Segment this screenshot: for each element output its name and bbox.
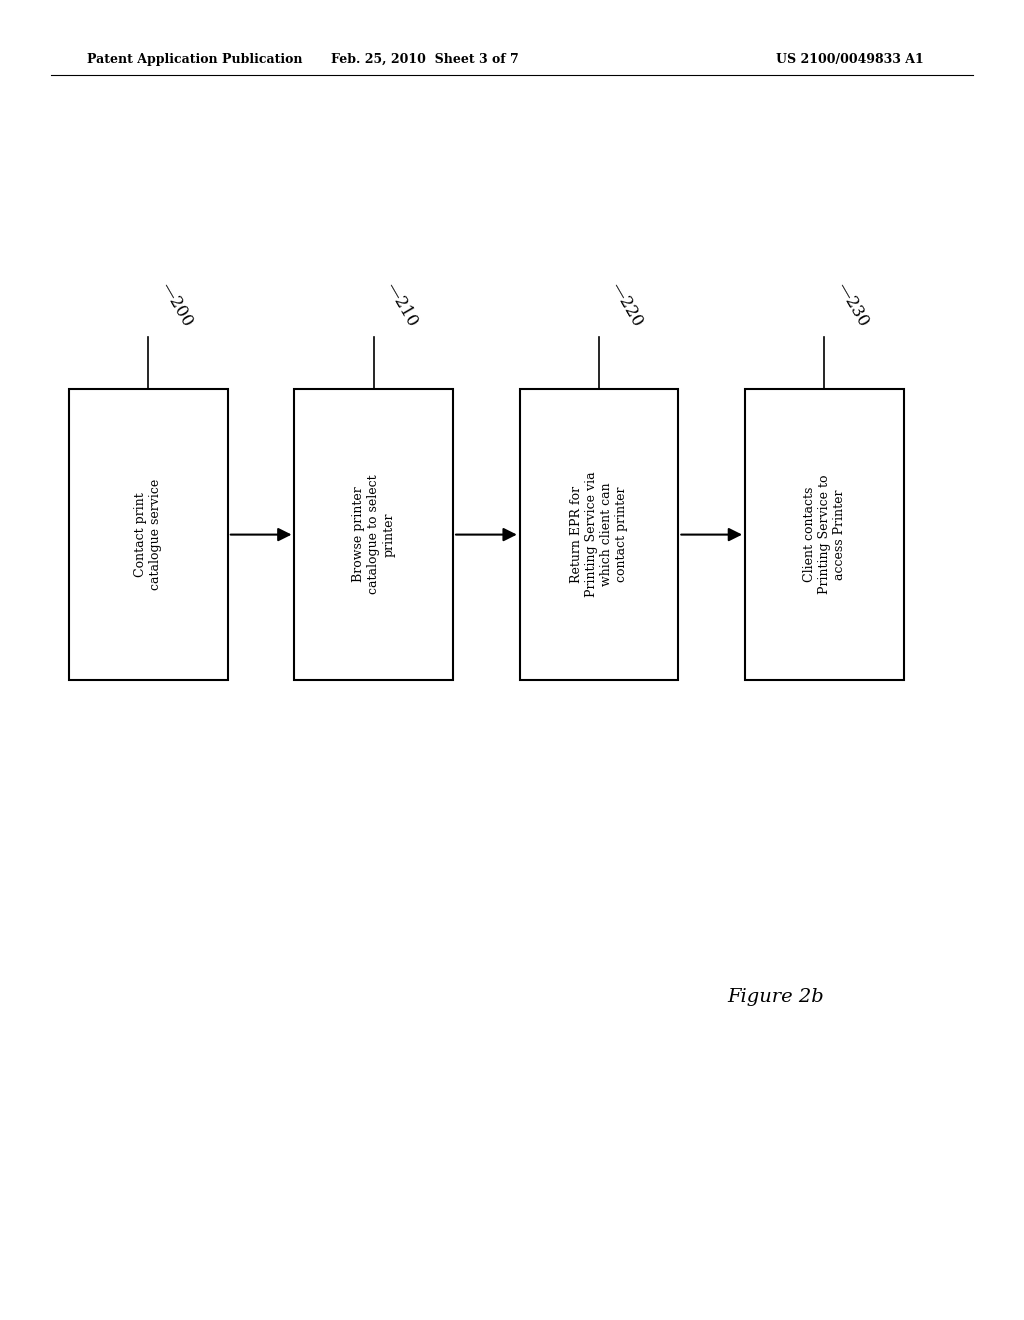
Text: Browse printer
catalogue to select
printer: Browse printer catalogue to select print… xyxy=(352,475,395,594)
Bar xyxy=(295,389,453,680)
Text: —230: —230 xyxy=(833,280,871,330)
Bar xyxy=(745,389,904,680)
Text: —200: —200 xyxy=(157,280,196,330)
Text: US 2100/0049833 A1: US 2100/0049833 A1 xyxy=(776,53,924,66)
Text: Client contacts
Printing Service to
access Printer: Client contacts Printing Service to acce… xyxy=(803,475,846,594)
Bar xyxy=(519,389,678,680)
Text: Feb. 25, 2010  Sheet 3 of 7: Feb. 25, 2010 Sheet 3 of 7 xyxy=(331,53,519,66)
Text: Contact print
catalogue service: Contact print catalogue service xyxy=(134,479,163,590)
Text: Figure 2b: Figure 2b xyxy=(727,987,823,1006)
Text: —220: —220 xyxy=(607,280,646,330)
Bar xyxy=(69,389,227,680)
Text: —210: —210 xyxy=(382,280,421,330)
Text: Return EPR for
Printing Service via
which client can
contact printer: Return EPR for Printing Service via whic… xyxy=(570,471,628,598)
Text: Patent Application Publication: Patent Application Publication xyxy=(87,53,302,66)
